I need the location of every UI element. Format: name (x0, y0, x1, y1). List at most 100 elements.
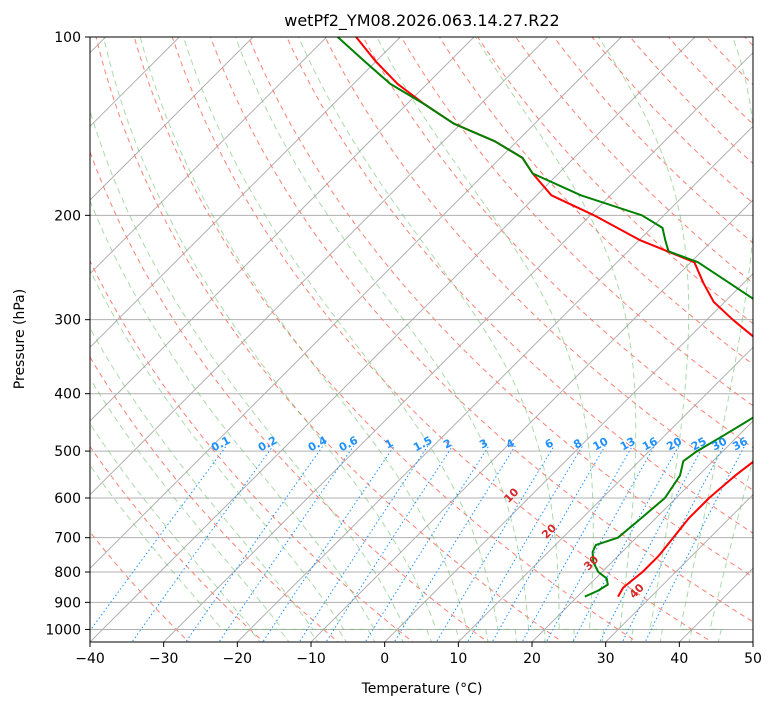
mixing-ratio-label: 4 (504, 436, 517, 451)
x-tick-label: 40 (670, 651, 688, 667)
mixing-ratio-label: 36 (730, 435, 750, 454)
mixing-ratio-label: 10 (591, 435, 611, 454)
mixing-ratio-label: 13 (618, 435, 638, 454)
mixing-ratio-line (491, 445, 606, 642)
dry-adiabat-line (90, 356, 340, 642)
x-tick-label: −30 (149, 651, 179, 667)
y-tick-label: 300 (54, 313, 81, 329)
x-tick-label: −20 (223, 651, 253, 667)
dry-adiabat-line (90, 150, 489, 642)
y-tick-label: 400 (54, 387, 81, 403)
dry-adiabat-line (744, 37, 753, 47)
isotherm-line (90, 37, 328, 275)
mixing-ratio-line (262, 445, 395, 642)
moist-adiabat-label: 30 (581, 553, 601, 573)
mixing-ratio-label: 2 (441, 436, 454, 451)
mixing-ratio-label: 25 (689, 435, 709, 454)
x-tick-label: 30 (597, 651, 615, 667)
x-tick-label: 50 (744, 651, 762, 667)
moist-adiabat-line (298, 37, 575, 642)
dry-adiabat-line (362, 37, 753, 449)
mixing-ratio-line (572, 445, 680, 642)
moist-adiabat-line (90, 109, 432, 642)
mixing-ratio-line (364, 445, 490, 642)
moist-adiabat-line (90, 422, 290, 642)
moist-adiabat-line (90, 269, 376, 642)
moist-adiabat-line (90, 327, 347, 642)
isotherm-line (90, 37, 254, 201)
moist-adiabat-line (139, 37, 489, 642)
sounding-profiles (337, 37, 753, 598)
moist-adiabat-line (679, 37, 753, 642)
dry-adiabat-line (90, 531, 190, 642)
y-tick-label: 500 (54, 444, 81, 460)
isotherm-line (752, 641, 753, 642)
mixing-ratio-label: 16 (640, 435, 660, 454)
isotherm-line (678, 567, 753, 642)
dry-adiabat-line (515, 37, 753, 284)
isotherm-line (384, 272, 753, 642)
dry-adiabat-line (705, 37, 753, 86)
moist-adiabat-label: 10 (501, 485, 521, 505)
y-tick-label: 1000 (45, 622, 81, 638)
moist-adiabat-line (90, 199, 404, 642)
dewpoint-profile (337, 37, 753, 598)
x-tick-label: 10 (449, 651, 467, 667)
isotherm-line (457, 346, 753, 642)
dry-adiabat-line (286, 37, 753, 534)
moist-adiabat-line (103, 37, 461, 642)
y-tick-label: 800 (54, 565, 81, 581)
dry-adiabat-line (171, 37, 713, 642)
dry-adiabat-line (248, 37, 753, 578)
y-tick-label: 900 (54, 595, 81, 611)
dry-adiabat-line (209, 37, 753, 623)
isotherm-line (605, 493, 753, 642)
background-lines (90, 24, 775, 645)
dry-adiabat-line (591, 37, 753, 204)
moist-adiabat-line (234, 37, 546, 642)
isotherm-line (90, 37, 475, 422)
dry-adiabat-line (95, 37, 564, 642)
x-tick-label: −10 (296, 651, 326, 667)
chart-title: wetPf2_YM08.2026.063.14.27.R22 (284, 11, 559, 31)
mixing-ratio-line (325, 445, 454, 642)
mixing-ratio-line (218, 445, 355, 642)
dry-adiabat-line (770, 24, 775, 645)
moist-adiabat-line (90, 464, 261, 642)
mixing-ratio-label: 6 (543, 436, 556, 451)
x-tick-label: 0 (380, 651, 389, 667)
mixing-ratio-line (466, 445, 584, 642)
mixing-ratio-line (131, 445, 274, 642)
moist-adiabat-line (709, 457, 753, 642)
y-axis-label: Pressure (hPa) (12, 289, 28, 389)
y-tick-label: 200 (54, 208, 81, 224)
dry-adiabat-line (438, 37, 753, 366)
plot-frame (89, 36, 754, 643)
dry-adiabat-line (90, 445, 265, 642)
dry-adiabat-line (90, 259, 414, 642)
dry-adiabat-line (133, 37, 638, 642)
isotherm-line (236, 125, 753, 642)
isotherm-line (90, 37, 549, 496)
moist-adiabat-line (474, 37, 637, 642)
isotherm-line (90, 37, 401, 349)
moist-adiabat-line (376, 37, 605, 642)
mixing-ratio-line (185, 445, 324, 642)
x-axis-label: Temperature (°C) (361, 681, 483, 697)
isotherm-line (531, 420, 753, 642)
y-tick-label: 100 (54, 30, 81, 46)
mixing-ratio-line (521, 445, 633, 642)
isotherm-line (90, 37, 622, 570)
isotherm-line (90, 37, 696, 642)
mixing-ratio-line (393, 445, 516, 642)
temperature-profile (355, 37, 753, 598)
mixing-ratio-line (644, 445, 746, 642)
y-axis-ticks: 100 200 300 400 500 600 700 800 900 1000 (45, 30, 90, 638)
y-tick-label: 600 (54, 491, 81, 507)
mixing-ratio-label: 3 (477, 436, 490, 451)
dry-adiabat-line (400, 37, 753, 407)
x-tick-label: −40 (75, 651, 105, 667)
moist-adiabat-line (90, 377, 319, 642)
mixing-ratio-line (545, 445, 656, 642)
y-tick-label: 700 (54, 531, 81, 547)
